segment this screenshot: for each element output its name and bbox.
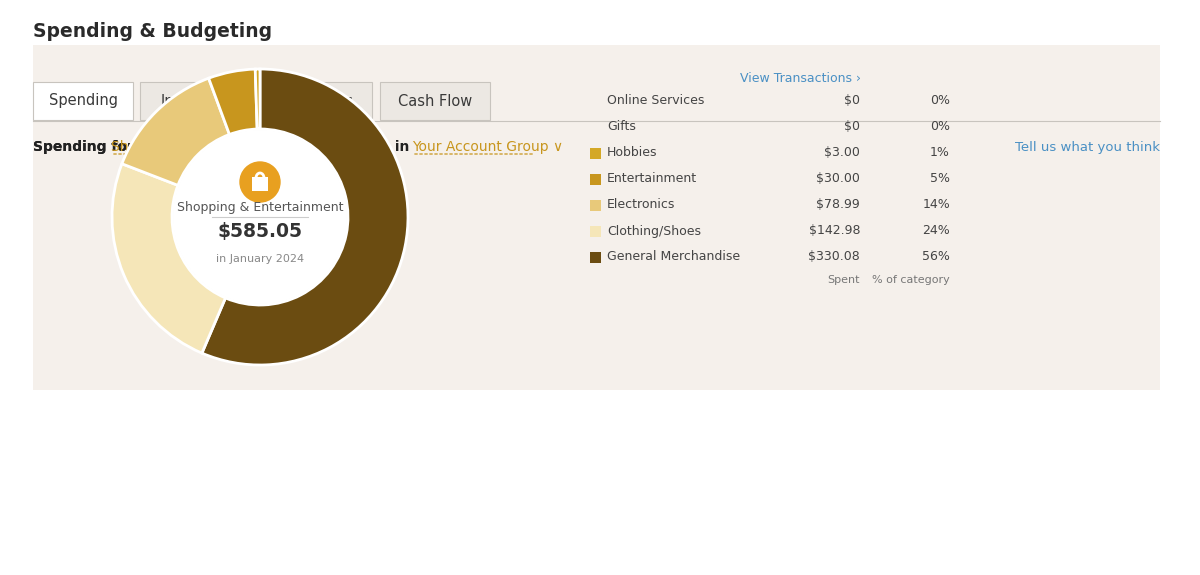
Text: Electronics: Electronics [607, 198, 676, 212]
Wedge shape [122, 78, 229, 185]
FancyBboxPatch shape [34, 45, 1160, 390]
Text: $585.05: $585.05 [217, 223, 302, 242]
Text: Clothing/Shoes: Clothing/Shoes [607, 224, 701, 237]
Text: $330.08: $330.08 [809, 251, 860, 263]
FancyBboxPatch shape [590, 148, 601, 159]
Text: $0: $0 [844, 94, 860, 108]
Text: 14%: 14% [923, 198, 950, 212]
Text: $3.00: $3.00 [824, 147, 860, 159]
Text: in January 2024: in January 2024 [216, 254, 304, 264]
Text: $0: $0 [844, 121, 860, 133]
Text: 1%: 1% [930, 147, 950, 159]
FancyBboxPatch shape [590, 200, 601, 211]
FancyBboxPatch shape [140, 82, 235, 120]
Text: in: in [263, 140, 287, 154]
FancyBboxPatch shape [252, 177, 268, 191]
Text: 56%: 56% [922, 251, 950, 263]
Wedge shape [256, 69, 260, 129]
Wedge shape [112, 164, 226, 353]
Text: 0%: 0% [930, 94, 950, 108]
Text: in: in [390, 140, 414, 154]
FancyBboxPatch shape [242, 82, 372, 120]
Text: Transactions: Transactions [262, 94, 353, 109]
Wedge shape [202, 69, 408, 365]
Text: General Merchandise: General Merchandise [607, 251, 740, 263]
Text: Gifts: Gifts [607, 121, 636, 133]
Text: Income: Income [161, 94, 215, 109]
Text: Spending for: Spending for [34, 140, 139, 154]
Circle shape [240, 162, 280, 202]
Wedge shape [209, 69, 257, 135]
Text: Cash Flow: Cash Flow [398, 94, 472, 109]
Text: $78.99: $78.99 [816, 198, 860, 212]
Text: Spending: Spending [48, 94, 118, 109]
Text: Shopping & Entertainment ∨: Shopping & Entertainment ∨ [112, 140, 311, 154]
Text: Shopping & Entertainment: Shopping & Entertainment [176, 201, 343, 213]
Text: Hobbies: Hobbies [607, 147, 658, 159]
Text: 24%: 24% [923, 224, 950, 237]
Text: Spending for: Spending for [34, 140, 139, 154]
Text: $142.98: $142.98 [809, 224, 860, 237]
FancyBboxPatch shape [590, 226, 601, 237]
FancyBboxPatch shape [590, 252, 601, 263]
Text: Entertainment: Entertainment [607, 172, 697, 186]
Text: Your Account Group ∨: Your Account Group ∨ [412, 140, 563, 154]
Text: $30.00: $30.00 [816, 172, 860, 186]
Text: Online Services: Online Services [607, 94, 704, 108]
Text: % of category: % of category [872, 275, 950, 285]
Text: Spent: Spent [828, 275, 860, 285]
Text: 0%: 0% [930, 121, 950, 133]
FancyBboxPatch shape [380, 82, 490, 120]
Text: Tell us what you think: Tell us what you think [1015, 140, 1160, 154]
Text: 5%: 5% [930, 172, 950, 186]
Text: Spending & Budgeting: Spending & Budgeting [34, 22, 272, 41]
FancyBboxPatch shape [590, 174, 601, 185]
Text: January 2024 ∨: January 2024 ∨ [286, 140, 391, 154]
FancyBboxPatch shape [34, 82, 133, 120]
Text: View Transactions ›: View Transactions › [739, 71, 860, 85]
Circle shape [173, 130, 347, 304]
